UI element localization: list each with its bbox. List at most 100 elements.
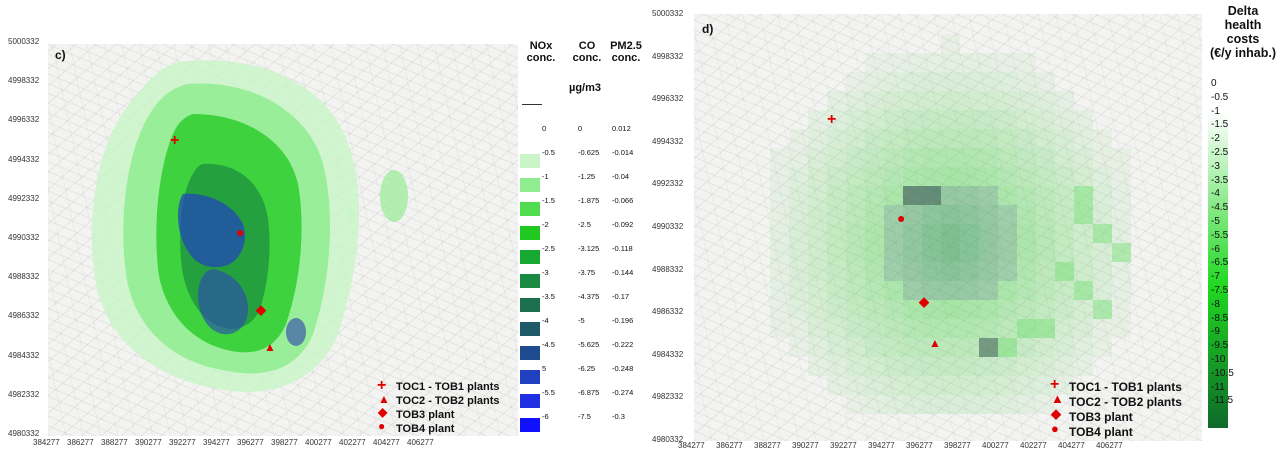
grid-cell	[998, 53, 1017, 72]
grid-cell	[789, 243, 808, 262]
grid-cell	[941, 186, 960, 205]
grid-cell	[846, 110, 865, 129]
grid-cell	[1093, 300, 1112, 319]
grid-cell	[979, 338, 998, 357]
pm-level-label: -0.092	[612, 220, 634, 229]
y-tick-label: 4986332	[8, 311, 40, 321]
colorbar-title: Delta health costs (€/y inhab.)	[1210, 4, 1276, 60]
grid-cell	[1074, 205, 1093, 224]
grid-cell	[884, 376, 903, 395]
grid-cell	[979, 148, 998, 167]
pm-level-label: -0.3	[612, 412, 625, 421]
grid-cell	[1112, 224, 1131, 243]
co-level-label: -4.375	[578, 292, 600, 301]
co-level-label: -3.75	[578, 268, 596, 277]
co-level-label: -1.875	[578, 196, 600, 205]
grid-cell	[770, 148, 789, 167]
colorbar-tick-label: -5.5	[1211, 229, 1229, 241]
colorbar-tick-label: -1	[1211, 105, 1220, 117]
x-tick-label: 402277	[339, 438, 366, 447]
x-tick-label: 404277	[1058, 441, 1085, 450]
colorbar-tick-label: -6.5	[1211, 257, 1229, 269]
grid-cell	[1017, 338, 1036, 357]
nox-level-label: 0	[542, 124, 547, 133]
grid-cell	[1036, 167, 1055, 186]
grid-cell	[1036, 357, 1055, 376]
grid-cell	[865, 300, 884, 319]
grid-cell	[941, 205, 960, 224]
grid-cell	[808, 186, 827, 205]
map-d-area[interactable]: + ● ◆ ▲	[694, 14, 1202, 441]
y-tick-label: 4998332	[8, 76, 40, 86]
y-tick-label: 4984332	[652, 349, 684, 359]
grid-cell	[865, 376, 884, 395]
grid-cell	[903, 300, 922, 319]
legend-swatch	[520, 394, 540, 408]
grid-cell	[998, 338, 1017, 357]
legend-label: TOB4 plant	[396, 423, 455, 435]
grid-cell	[922, 224, 941, 243]
colorbar-tick-label: -3	[1211, 160, 1220, 172]
grid-cell	[1093, 319, 1112, 338]
x-tick-label: 396277	[237, 438, 264, 447]
grid-cell	[1036, 243, 1055, 262]
grid-cell	[960, 338, 979, 357]
grid-cell	[1112, 167, 1131, 186]
co-level-label: -6.875	[578, 388, 600, 397]
grid-cell	[903, 186, 922, 205]
colorbar-tick-label: -2.5	[1211, 147, 1229, 158]
legend-label: TOC2 - TOB2 plants	[1069, 395, 1182, 409]
x-tick-label: 404277	[373, 438, 400, 447]
y-tick-label: 4988332	[652, 264, 684, 274]
grid-cell	[979, 319, 998, 338]
grid-cell	[941, 262, 960, 281]
co-level-label: -1.25	[578, 172, 596, 181]
colorbar-tick-label: -6	[1211, 243, 1220, 255]
grid-cell	[1036, 262, 1055, 281]
y-tick-label: 4990332	[652, 222, 684, 231]
grid-cell	[922, 110, 941, 129]
grid-cell	[789, 186, 808, 205]
grid-cell	[1036, 91, 1055, 110]
grid-cell	[941, 338, 960, 357]
marker-diamond-tob3-c: ◆	[256, 302, 266, 317]
grid-cell	[1055, 129, 1074, 148]
contour-patch-small	[347, 208, 355, 220]
grid-cell	[960, 91, 979, 110]
grid-cell	[827, 262, 846, 281]
grid-cell	[865, 148, 884, 167]
grid-cell	[1093, 205, 1112, 224]
grid-cell	[808, 110, 827, 129]
x-tick-label: 398277	[944, 441, 971, 450]
legend-header-co: CO conc.	[572, 40, 602, 64]
y-tick-label: 4986332	[652, 307, 684, 317]
colorbar-tick-label: -1.5	[1211, 119, 1229, 131]
grid-cell	[770, 167, 789, 186]
grid-cell	[1017, 53, 1036, 72]
colorbar-tick-label: -9.5	[1211, 340, 1229, 352]
grid-cell	[827, 357, 846, 376]
nox-level-label: -5.5	[542, 388, 555, 397]
grid-cell	[1055, 319, 1074, 338]
grid-cell	[1112, 300, 1131, 319]
grid-cell	[789, 224, 808, 243]
co-level-label: -6.25	[578, 364, 596, 373]
legend-circle-icon: ●	[1051, 421, 1059, 436]
grid-cell	[979, 91, 998, 110]
x-tick-label: 402277	[1020, 441, 1047, 450]
grid-cell	[846, 300, 865, 319]
x-tick-label: 390277	[792, 441, 819, 450]
colorbar-tick-label: -11	[1211, 381, 1225, 393]
grid-cell	[1017, 281, 1036, 300]
grid-cell	[789, 281, 808, 300]
x-tick-label: 386277	[716, 441, 743, 450]
grid-cell	[827, 243, 846, 262]
grid-cell	[922, 243, 941, 262]
grid-cell	[922, 53, 941, 72]
grid-cell	[846, 376, 865, 395]
grid-cell	[960, 205, 979, 224]
grid-cell	[922, 338, 941, 357]
map-c-area[interactable]: + ● ◆ ▲	[48, 44, 518, 436]
grid-cell	[903, 243, 922, 262]
grid-cell	[903, 224, 922, 243]
